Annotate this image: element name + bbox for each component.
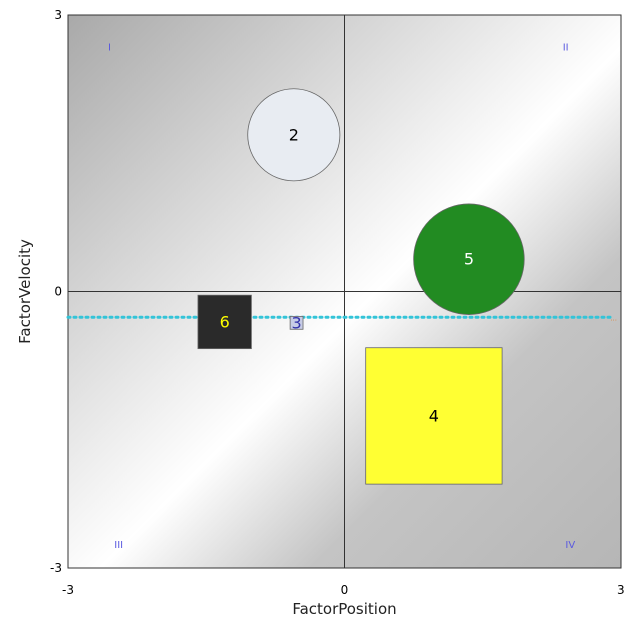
quadrant-label: IV bbox=[565, 540, 575, 551]
reference-line-label: ... bbox=[610, 314, 617, 322]
point-label-6: 6 bbox=[220, 312, 230, 331]
point-label-5: 5 bbox=[464, 250, 474, 269]
x-axis-title: FactorPosition bbox=[292, 600, 396, 618]
point-marker-4 bbox=[365, 347, 503, 485]
quadrant-label: III bbox=[114, 540, 123, 551]
point-marker-5 bbox=[413, 203, 525, 315]
quadrant-label: I bbox=[108, 42, 111, 53]
reference-line-group: ... bbox=[66, 314, 617, 322]
y-tick-label: -3 bbox=[50, 561, 62, 575]
point-marker-3 bbox=[289, 315, 304, 330]
point-label-4: 4 bbox=[429, 406, 439, 425]
x-tick-label: 0 bbox=[341, 583, 349, 597]
x-tick-label: -3 bbox=[62, 583, 74, 597]
point-label-3: 3 bbox=[291, 313, 301, 332]
y-tick-label: 0 bbox=[54, 285, 62, 299]
y-axis-title: FactorVelocity bbox=[16, 239, 34, 344]
point-label-2: 2 bbox=[289, 125, 299, 144]
quadrant-label: II bbox=[563, 42, 569, 53]
x-tick-label: 3 bbox=[617, 583, 624, 597]
y-tick-label: 3 bbox=[54, 8, 62, 22]
data-points: 2 5 6 3 4 bbox=[197, 88, 525, 485]
point-marker-6 bbox=[197, 294, 252, 350]
tick-labels: -3 0 3 3 0 -3 bbox=[50, 8, 624, 597]
point-marker-2 bbox=[247, 88, 341, 182]
